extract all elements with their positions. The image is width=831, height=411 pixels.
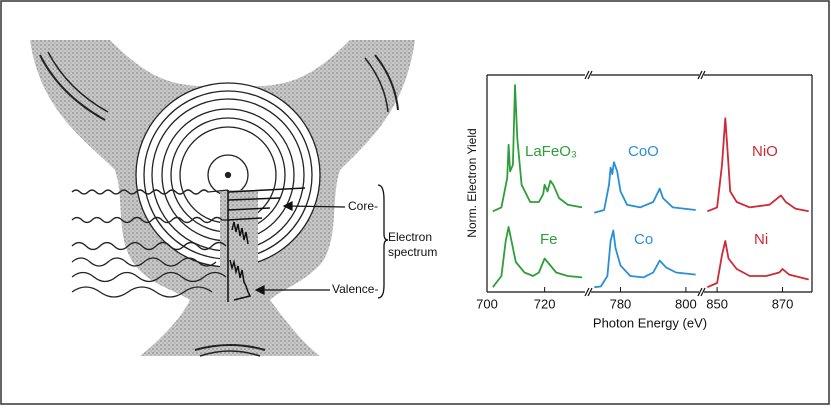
axis-break <box>584 287 593 297</box>
outer-arcs <box>39 51 399 357</box>
spectrum-line <box>594 161 696 214</box>
core-label: Core- <box>348 199 378 213</box>
shells <box>135 82 321 268</box>
series-label: Fe <box>540 231 558 248</box>
x-tick-label: 720 <box>534 296 556 311</box>
spectrum-line <box>706 240 809 289</box>
spectrum-line <box>706 117 809 213</box>
x-tick-label: 870 <box>772 296 794 311</box>
x-axis-label: Photon Energy (eV) <box>593 315 707 330</box>
x-tick-label: 700 <box>476 296 498 311</box>
series-label: NiO <box>752 143 778 160</box>
waves <box>71 189 229 298</box>
x-tick-label: 780 <box>610 296 632 311</box>
axis-break <box>697 70 706 80</box>
series-label: LaFeO₃ <box>525 143 577 160</box>
spectrum-line <box>492 226 583 288</box>
series-label: CoO <box>628 143 659 160</box>
axis-break <box>697 287 706 297</box>
electron-label: Electron <box>388 230 432 244</box>
axis-break <box>584 70 593 80</box>
spectrum-line <box>594 229 696 289</box>
x-tick-label: 850 <box>706 296 728 311</box>
spectrum-lines <box>227 187 306 302</box>
bracket <box>377 184 389 299</box>
arrows <box>254 201 346 295</box>
channel <box>220 190 258 310</box>
valence-label: Valence- <box>332 282 378 296</box>
spectrum-label: spectrum <box>388 245 437 259</box>
series-label: Ni <box>754 231 768 248</box>
spectrum-line <box>492 84 583 213</box>
chart: 700 720 780 800 850 870 Photon Energy (eV) Norm… <box>465 70 813 330</box>
x-tick-label: 800 <box>675 296 697 311</box>
series-label: Co <box>634 231 653 248</box>
y-axis-label: Norm. Electron Yield <box>465 128 479 237</box>
diagram: Core- Electron spectrum Valence- <box>30 40 437 357</box>
